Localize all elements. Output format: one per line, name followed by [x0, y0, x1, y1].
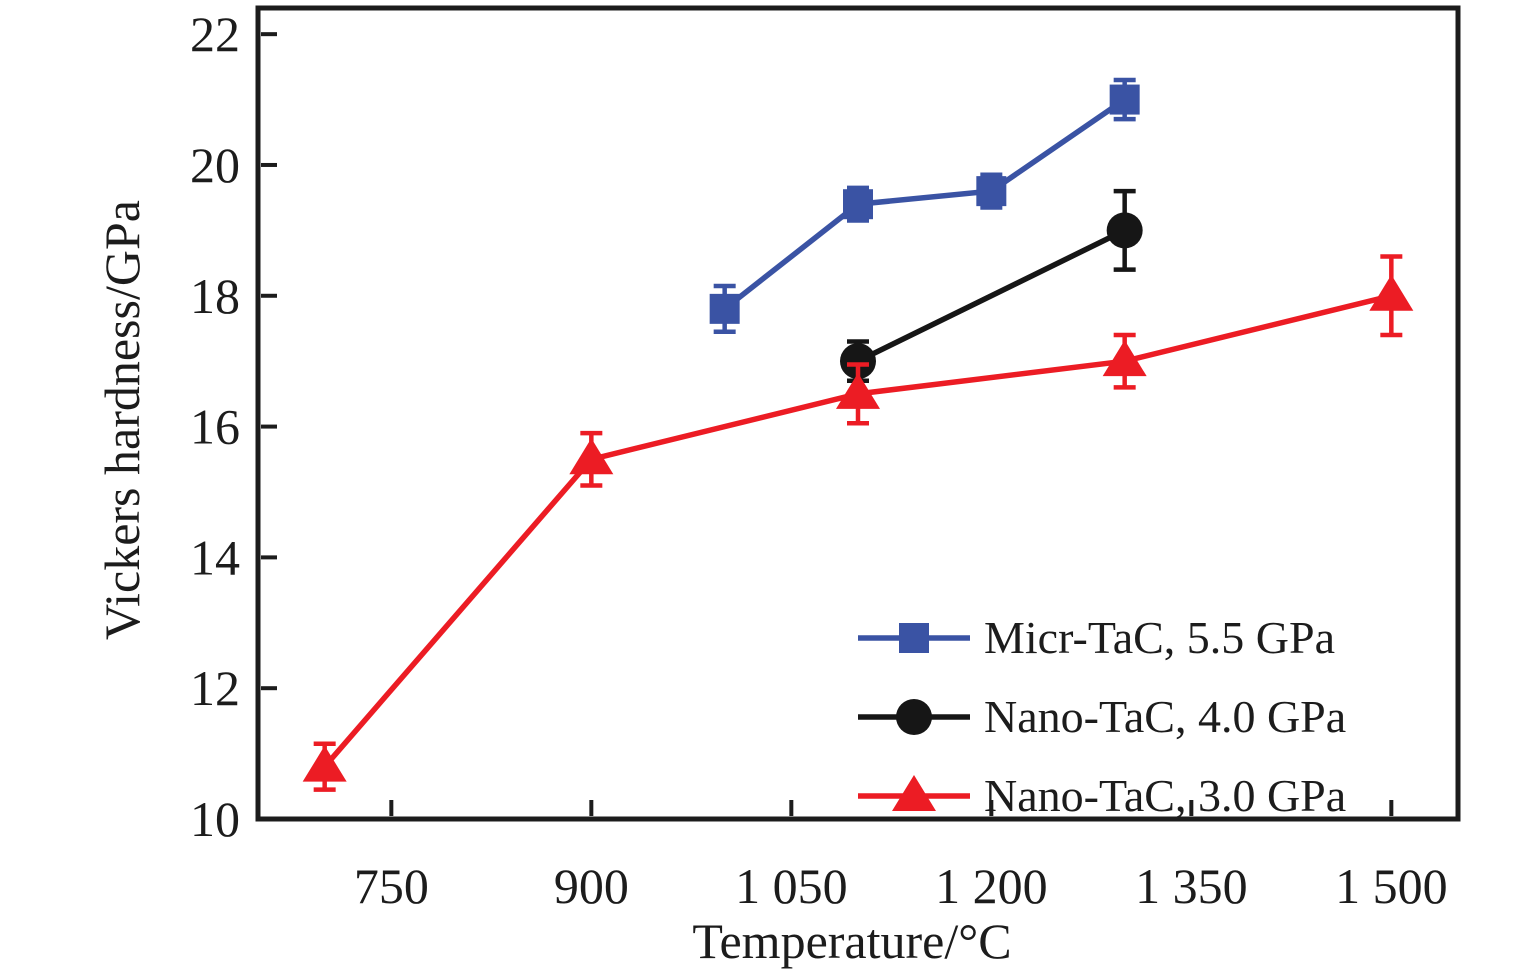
square-marker-icon: [899, 622, 929, 653]
legend-marker-icon: [858, 622, 970, 653]
series-nano-tac-3-0-gpa: [302, 254, 1414, 792]
legend-item-1: Nano-TaC, 4.0 GPa: [858, 677, 1346, 756]
square-marker-icon: [843, 189, 873, 220]
triangle-marker-icon: [1369, 274, 1414, 311]
x-tick-label: 1 050: [735, 858, 848, 914]
triangle-marker-icon: [892, 774, 936, 811]
legend-label: Micr-TaC, 5.5 GPa: [984, 612, 1336, 663]
triangle-marker-icon: [836, 372, 880, 409]
circle-marker-icon: [896, 698, 932, 735]
legend-label: Nano-TaC, 3.0 GPa: [984, 770, 1347, 821]
circle-marker-icon: [840, 343, 876, 380]
legend-marker-icon: [858, 774, 970, 811]
y-tick-label: 22: [190, 6, 240, 62]
x-tick-label: 750: [354, 858, 429, 914]
plot-frame: [255, 5, 1461, 822]
y-tick-label: 10: [190, 791, 240, 847]
x-tick-label: 1 200: [935, 858, 1048, 914]
circle-marker-icon: [1106, 212, 1143, 249]
x-tick-label: 1 350: [1135, 858, 1248, 914]
y-axis-label: Vickers hardness/GPa: [94, 200, 150, 640]
legend-marker-icon: [858, 698, 970, 735]
triangle-marker-icon: [1102, 340, 1147, 377]
legend: Micr-TaC, 5.5 GPa Nano-TaC, 4.0 GPa Nano-T…: [858, 598, 1346, 835]
y-tick-label: 18: [190, 268, 240, 324]
y-tick-label: 16: [190, 399, 240, 455]
series-nano-tac-4-0-gpa: [840, 188, 1143, 384]
y-tick-label: 12: [190, 660, 240, 716]
y-tick-label: 20: [190, 137, 240, 193]
triangle-marker-icon: [569, 438, 614, 475]
square-marker-icon: [709, 293, 740, 324]
legend-item-2: Nano-TaC, 3.0 GPa: [858, 756, 1346, 835]
legend-label: Nano-TaC, 4.0 GPa: [984, 691, 1347, 742]
x-tick-label: 900: [554, 858, 629, 914]
x-axis-label: Temperature/°C: [692, 913, 1012, 969]
series-micr-tac-5-5-gpa: [709, 77, 1140, 334]
square-marker-icon: [976, 176, 1007, 207]
series-line: [856, 227, 1126, 364]
y-tick-label: 14: [190, 529, 240, 585]
x-tick-label: 1 500: [1335, 858, 1448, 914]
legend-item-0: Micr-TaC, 5.5 GPa: [858, 598, 1346, 677]
square-marker-icon: [1109, 84, 1140, 115]
triangle-marker-icon: [302, 745, 347, 782]
series-line: [722, 97, 1127, 312]
